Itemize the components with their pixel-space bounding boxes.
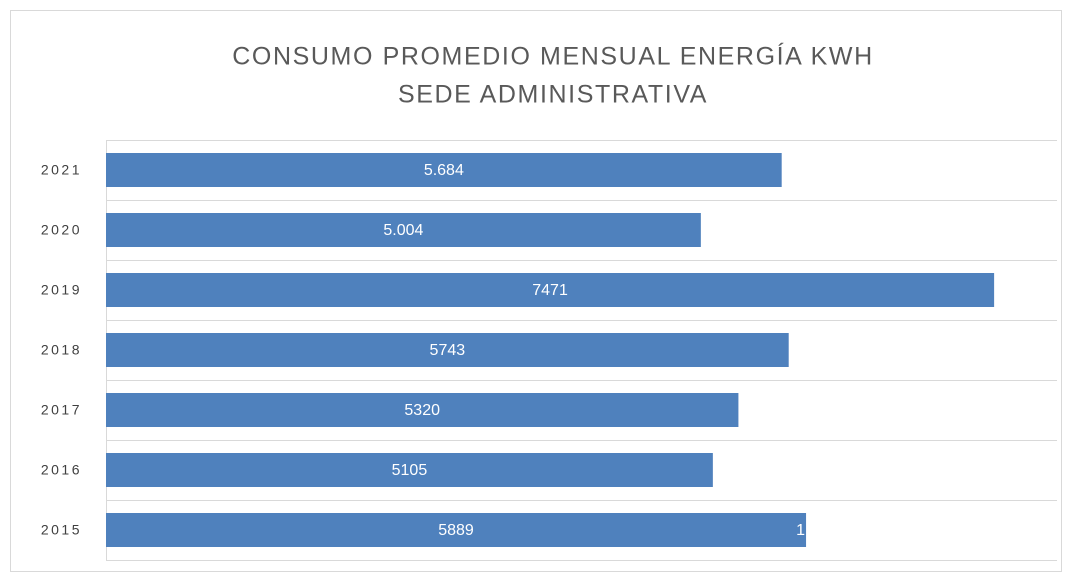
chart-title: SEDE ADMINISTRATIVA <box>398 81 708 109</box>
data-label: 5743 <box>430 342 466 359</box>
data-label: 5.004 <box>383 222 423 239</box>
data-label: 5889 <box>438 522 474 539</box>
bar <box>106 273 995 307</box>
bar <box>106 333 789 367</box>
bar <box>106 513 807 547</box>
data-label: 5105 <box>392 462 428 479</box>
bar <box>106 213 701 247</box>
y-tick-label: 2020 <box>41 222 82 238</box>
y-tick-label: 2018 <box>41 342 82 358</box>
y-tick-label: 2015 <box>41 522 82 538</box>
y-tick-label: 2021 <box>41 162 82 178</box>
bar <box>106 453 713 487</box>
data-label: 5.684 <box>424 162 464 179</box>
bar <box>106 153 782 187</box>
y-tick-label: 2016 <box>41 462 82 478</box>
bar <box>106 393 739 427</box>
data-label: 5320 <box>404 402 440 419</box>
chart-title: CONSUMO PROMEDIO MENSUAL ENERGÍA KWH <box>232 42 873 71</box>
data-label: 7471 <box>532 282 568 299</box>
annotation: 1 <box>796 522 805 539</box>
y-tick-label: 2017 <box>41 402 82 418</box>
y-tick-label: 2019 <box>41 282 82 298</box>
